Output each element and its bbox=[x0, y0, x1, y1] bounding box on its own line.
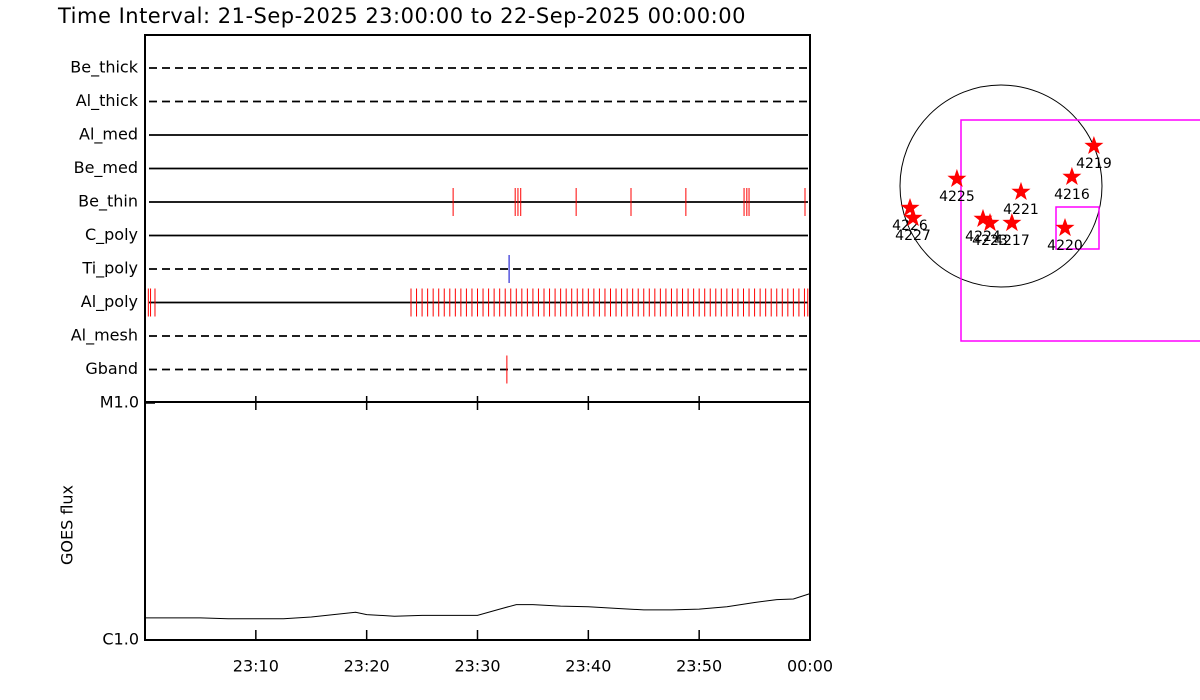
row-label: Be_thin bbox=[78, 192, 138, 212]
row-label: Al_thick bbox=[76, 91, 139, 111]
region-label: 4216 bbox=[1054, 187, 1090, 203]
region-star bbox=[900, 198, 920, 217]
row-label: Al_poly bbox=[81, 292, 138, 312]
row-label: Gband bbox=[85, 359, 138, 378]
fov-box bbox=[960, 119, 1200, 342]
region-label: 4227 bbox=[895, 228, 931, 244]
row-label: Al_mesh bbox=[71, 326, 138, 346]
region-star bbox=[973, 208, 993, 227]
chart-title: Time Interval: 21-Sep-2025 23:00:00 to 2… bbox=[57, 4, 746, 28]
solar-disk bbox=[899, 84, 1103, 288]
region-label: 4224 bbox=[965, 229, 1001, 245]
region-label: 4226 bbox=[892, 218, 928, 234]
region-star bbox=[1084, 136, 1104, 154]
x-tick-label: 23:10 bbox=[233, 657, 279, 676]
y-tick-label: M1.0 bbox=[100, 393, 139, 412]
row-label: Al_med bbox=[79, 125, 138, 145]
x-tick-label: 23:30 bbox=[454, 657, 500, 676]
x-tick-label: 23:50 bbox=[676, 657, 722, 676]
y-tick-label: C1.0 bbox=[102, 630, 139, 649]
region-label: 4223 bbox=[972, 233, 1008, 249]
region-star bbox=[903, 208, 923, 227]
x-tick-label: 23:20 bbox=[344, 657, 390, 676]
row-label: Be_med bbox=[74, 158, 138, 178]
y-axis-label: GOES flux bbox=[58, 485, 77, 565]
region-star bbox=[1002, 213, 1022, 232]
x-tick-label: 00:00 bbox=[787, 657, 833, 676]
x-tick-label: 23:40 bbox=[565, 657, 611, 676]
goes-frame bbox=[144, 401, 811, 641]
region-star bbox=[1062, 166, 1082, 185]
region-label: 4225 bbox=[939, 189, 975, 205]
region-star bbox=[947, 168, 967, 187]
row-label: C_poly bbox=[85, 225, 138, 245]
region-star bbox=[1055, 218, 1075, 237]
region-label: 4220 bbox=[1047, 238, 1083, 254]
timeline-frame bbox=[144, 34, 811, 403]
goes-line bbox=[145, 593, 811, 620]
row-label: Ti_poly bbox=[81, 259, 138, 279]
row-label: Be_thick bbox=[70, 58, 138, 78]
region-star bbox=[980, 213, 1000, 232]
region-star bbox=[1011, 181, 1031, 200]
fov-box-small bbox=[1055, 206, 1100, 250]
region-label: 4217 bbox=[994, 233, 1030, 249]
region-label: 4219 bbox=[1076, 156, 1112, 172]
region-label: 4221 bbox=[1003, 202, 1039, 218]
